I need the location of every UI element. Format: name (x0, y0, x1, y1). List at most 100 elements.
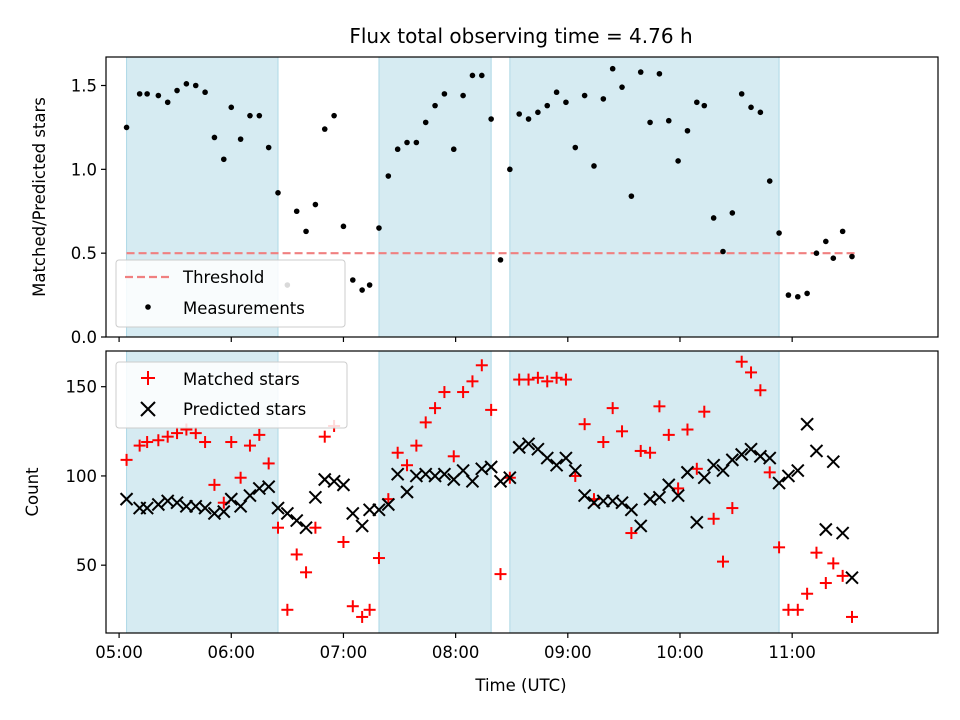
measurement-point (839, 228, 846, 235)
measurement-point (422, 119, 429, 126)
predicted-star-point (198, 501, 212, 515)
measurement-point (535, 109, 541, 116)
predicted-star-point (662, 478, 676, 492)
predicted-star-point (372, 503, 386, 517)
measurement-point (563, 99, 569, 106)
measurement-point (591, 163, 597, 169)
matched-legend-swatch (141, 371, 155, 385)
matched-star-point (634, 444, 647, 457)
matched-star-point (372, 552, 385, 565)
predicted-star-point (456, 463, 470, 478)
measurement-point (647, 119, 653, 126)
predicted-star-point (243, 488, 257, 503)
matched-star-point (541, 375, 554, 388)
measurement-point (164, 99, 171, 106)
predicted-star-point (819, 522, 833, 537)
measurement-point (830, 255, 837, 261)
matched-star-point (272, 521, 285, 534)
top-shaded-interval (509, 56, 780, 338)
predicted-star-point (119, 492, 134, 506)
matched-star-point (522, 373, 535, 386)
measurement-point (432, 102, 438, 109)
measurements-legend-swatch (145, 304, 151, 310)
threshold-legend-label: Threshold (182, 268, 264, 287)
measurement-point (275, 190, 281, 196)
matched-star-point (410, 439, 423, 452)
measurement-point (738, 91, 745, 97)
predicted-star-point (336, 478, 351, 492)
matched-star-point (429, 402, 442, 415)
top-ylabel: Matched/Predicted stars (30, 97, 49, 297)
matched-star-point (653, 400, 666, 413)
measurement-point (488, 116, 494, 122)
matched-star-point (773, 541, 786, 554)
predicted-star-point (680, 465, 695, 480)
matched-star-point (616, 425, 629, 438)
measurement-point (155, 92, 162, 99)
predicted-star-point (151, 497, 166, 512)
measurement-point (572, 144, 579, 151)
predicted-star-point (577, 488, 592, 503)
measurement-point (366, 282, 373, 288)
measurement-point (237, 136, 244, 142)
matched-star-point (606, 402, 619, 415)
predicted-star-point (299, 520, 313, 535)
predicted-star-point (280, 506, 295, 521)
matched-star-point (466, 375, 479, 388)
predicted-star-point (261, 479, 276, 494)
matched-star-point (597, 436, 610, 449)
matched-star-point (208, 478, 221, 491)
matched-star-point (827, 557, 840, 570)
top-legend: Threshold Measurements (115, 259, 346, 328)
measurement-point (174, 87, 180, 94)
measurement-point (394, 146, 401, 153)
measurement-point (710, 215, 717, 221)
measurement-point (701, 102, 708, 109)
matched-star-point (225, 436, 238, 449)
top-ytick-label: 0.5 (71, 244, 97, 263)
measurement-point (516, 111, 522, 117)
matched-star-point (745, 366, 758, 379)
matched-star-point (243, 439, 256, 452)
measurement-point (581, 92, 588, 99)
top-ytick-label: 0.0 (71, 328, 97, 347)
measurement-point (265, 144, 272, 151)
matched-star-point (363, 603, 376, 616)
measurement-point (823, 238, 829, 245)
matched-star-point (485, 403, 498, 416)
measurement-point (469, 72, 476, 79)
matched-star-point (318, 430, 331, 443)
bottom-xtick-label: 08:00 (432, 643, 480, 662)
predicted-star-point (624, 503, 639, 517)
predicted-star-point (346, 506, 360, 521)
measurement-point (211, 134, 218, 141)
matched-star-point (290, 548, 303, 561)
measurement-point (404, 139, 410, 146)
bottom-ytick-label: 100 (66, 467, 98, 486)
matched-star-point (457, 386, 470, 399)
predicted-star-point (289, 513, 304, 528)
measurement-point (525, 116, 532, 122)
matched-star-point (438, 386, 451, 399)
predicted-star-point (465, 474, 480, 488)
predicted-star-point (690, 515, 704, 530)
measurement-point (849, 253, 855, 260)
predicted-star-point (327, 474, 341, 488)
predicted-star-point (781, 469, 796, 483)
predicted-star-point (697, 471, 711, 485)
measurement-point (553, 89, 560, 96)
top-ytick-label: 1.0 (71, 160, 97, 179)
predicted-star-point (559, 451, 573, 465)
predicted-star-point (568, 463, 582, 478)
predicted-star-point (437, 467, 452, 481)
measurement-point (247, 112, 253, 119)
matched-star-point (391, 446, 404, 459)
measurement-point (349, 277, 356, 283)
predicted-star-point (835, 526, 850, 540)
matched-star-point (550, 371, 563, 384)
measurement-point (321, 126, 328, 132)
top-axes-frame (105, 56, 939, 338)
measurement-point (331, 112, 337, 119)
measurement-point (665, 117, 672, 124)
